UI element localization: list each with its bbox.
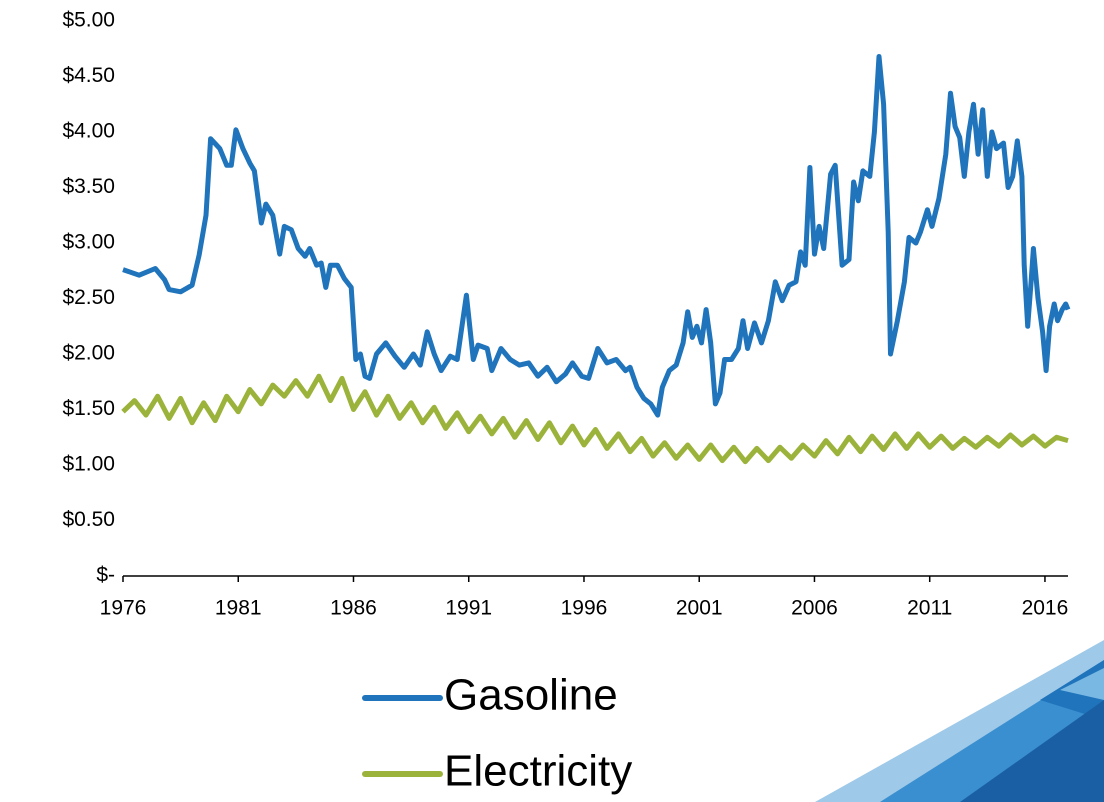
y-tick-label: $4.50 xyxy=(62,64,115,87)
x-tick-label: 1986 xyxy=(330,597,377,620)
y-tick-label: $- xyxy=(96,564,115,587)
y-tick-label: $3.00 xyxy=(62,231,115,254)
y-tick-label: $0.50 xyxy=(62,508,115,531)
y-tick-label: $1.00 xyxy=(62,453,115,476)
decoration xyxy=(815,640,1104,802)
legend-label: Electricity xyxy=(444,747,632,796)
x-tick-label: 1996 xyxy=(561,597,608,620)
x-tick-label: 2016 xyxy=(1022,597,1069,620)
x-tick-label: 1981 xyxy=(215,597,262,620)
y-tick-label: $5.00 xyxy=(62,9,115,32)
x-tick-label: 2011 xyxy=(907,597,952,620)
x-tick-label: 1991 xyxy=(445,597,492,620)
y-tick-label: $3.50 xyxy=(62,175,115,198)
x-tick-label: 1976 xyxy=(100,597,147,620)
y-tick-label: $2.00 xyxy=(62,342,115,365)
y-tick-label: $1.50 xyxy=(62,397,115,420)
y-tick-label: $2.50 xyxy=(62,286,115,309)
series-line xyxy=(121,373,1069,465)
y-tick-label: $4.00 xyxy=(62,120,115,143)
legend-label: Gasoline xyxy=(444,671,618,720)
x-tick-label: 2006 xyxy=(791,597,838,620)
series-line xyxy=(122,54,1071,418)
x-tick-label: 2001 xyxy=(676,597,723,620)
